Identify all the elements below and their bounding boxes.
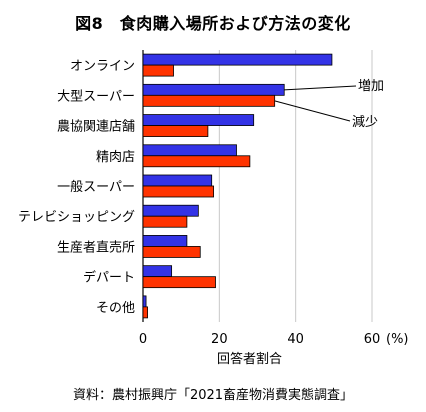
bar-decrease-5 (142, 215, 188, 228)
leader-line-increase (284, 85, 357, 91)
tick-label-20: 20 (211, 332, 228, 347)
bar-decrease-1 (142, 94, 276, 107)
bar-increase-1 (142, 83, 285, 96)
leader-line-decrease (274, 100, 351, 122)
bar-decrease-4 (142, 185, 215, 198)
bar-increase-3 (142, 144, 237, 157)
category-label-0: オンライン (70, 59, 135, 74)
bar-decrease-2 (142, 125, 209, 137)
bar-decrease-8 (142, 306, 148, 319)
bar-chart: オンライン大型スーパー農協関連店舗精肉店一般スーパーテレビショッピング生産者直売… (18, 50, 409, 367)
x-axis-title: 回答者割合 (217, 351, 282, 367)
category-label-8: その他 (96, 301, 135, 316)
category-label-1: 大型スーパー (57, 89, 135, 104)
bar-decrease-7 (142, 276, 216, 289)
bar-decrease-3 (142, 155, 251, 168)
chart-title: 図8 食肉購入場所および方法の変化 (75, 14, 351, 33)
annotation-increase: 増加 (358, 79, 384, 94)
bar-increase-7 (142, 265, 173, 278)
tick-label-0: 0 (139, 332, 147, 347)
category-label-2: 農協関連店舗 (57, 120, 135, 135)
x-unit-label: (%) (386, 332, 409, 347)
bars (142, 53, 333, 319)
category-labels: オンライン大型スーパー農協関連店舗精肉店一般スーパーテレビショッピング生産者直売… (18, 59, 135, 316)
annotation-decrease: 減少 (352, 114, 378, 130)
category-label-4: 一般スーパー (57, 179, 135, 195)
category-label-5: テレビショッピング (18, 210, 135, 225)
category-label-3: 精肉店 (96, 150, 135, 165)
bar-increase-6 (142, 235, 188, 247)
category-label-7: デパート (83, 270, 135, 286)
tick-label-60: 60 (364, 332, 381, 347)
bar-decrease-0 (142, 64, 174, 77)
tick-label-40: 40 (287, 332, 304, 347)
bar-increase-8 (142, 295, 147, 308)
source-note: 資料：農村振興庁「2021畜産物消費実態調査」 (72, 388, 354, 403)
bar-increase-5 (142, 204, 199, 217)
bar-increase-0 (142, 53, 333, 66)
bar-decrease-6 (142, 246, 201, 258)
bar-increase-2 (142, 114, 255, 126)
bar-increase-4 (142, 174, 213, 187)
x-tick-labels: 0 20 40 60 (%) (139, 332, 409, 347)
category-label-6: 生産者直売所 (57, 239, 135, 255)
